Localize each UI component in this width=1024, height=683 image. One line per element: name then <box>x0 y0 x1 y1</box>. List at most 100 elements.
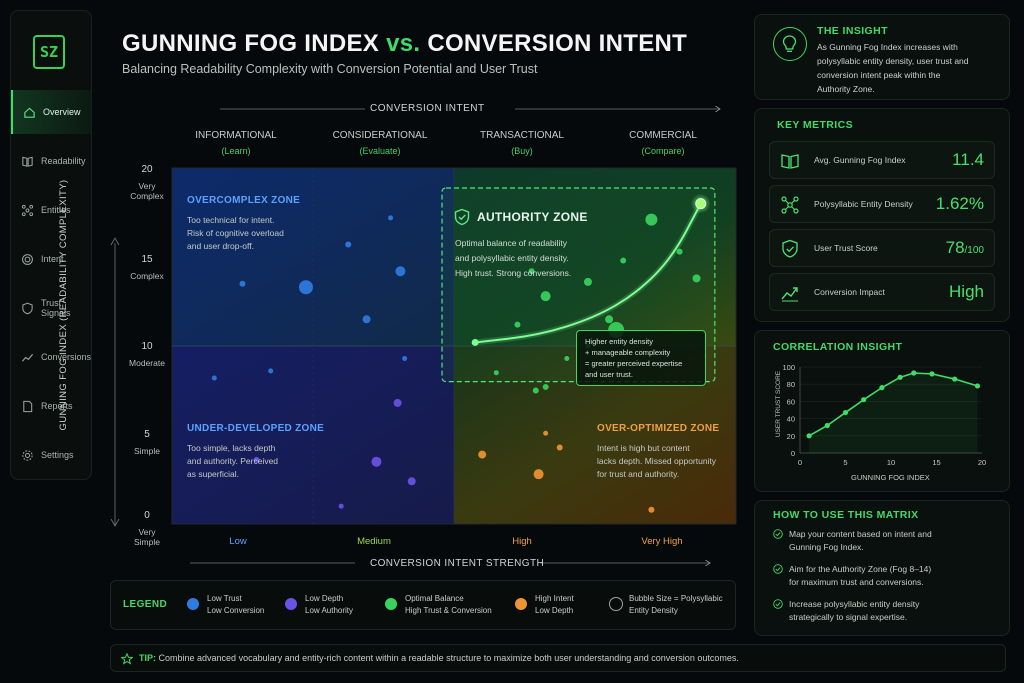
corr-x-tick: 20 <box>978 458 986 467</box>
page-subtitle: Balancing Readability Complexity with Co… <box>122 62 538 76</box>
x-top-title: CONVERSION INTENT <box>370 103 485 114</box>
intent-stage-1: CONSIDERATIONAL <box>332 130 428 141</box>
data-point-24 <box>692 274 701 283</box>
data-point-8 <box>402 355 408 361</box>
data-point-12 <box>407 477 416 486</box>
document-icon <box>23 400 33 412</box>
book-open-icon <box>781 154 799 169</box>
data-point-5 <box>395 266 406 277</box>
metrics-title: KEY METRICS <box>777 119 853 131</box>
corr-y-tick: 80 <box>787 380 795 389</box>
sidebar-item-label: Intent <box>41 254 64 264</box>
sidebar-item-settings[interactable]: Settings <box>11 433 91 477</box>
y-tick-20: 20 <box>141 164 153 175</box>
title-part2: CONVERSION INTENT <box>427 30 688 57</box>
logo: SZ <box>33 35 65 69</box>
y-axis-arrow-up <box>110 237 120 246</box>
underdeveloped-zone-title: UNDER-DEVELOPED ZONE <box>187 423 325 434</box>
howto-item-2: Increase polysyllabic entity density stra… <box>773 598 919 624</box>
underdeveloped-zone-text: Too simple, lacks depth and authority. P… <box>187 443 279 479</box>
corr-x-tick: 10 <box>887 458 895 467</box>
authority-zone-text: Optimal balance of readability and polys… <box>455 238 572 278</box>
data-point-13 <box>338 503 344 509</box>
corr-x-label: GUNNING FOG INDEX <box>851 473 930 482</box>
trend-up-icon <box>781 287 798 302</box>
data-point-25 <box>676 248 683 255</box>
sidebar-item-overview[interactable]: Overview <box>11 90 91 134</box>
sidebar-item-entities[interactable]: Entities <box>11 188 91 232</box>
metric-trust-score: User Trust Score 78/100 <box>769 229 995 267</box>
corr-point-6 <box>911 370 917 376</box>
intent-stage-sub-2: (Buy) <box>511 146 533 156</box>
corr-point-0 <box>806 433 812 439</box>
legend-item-1: Low Depth Low Authority <box>285 593 353 617</box>
legend-item-3: High Intent Low Depth <box>515 593 574 617</box>
y-tick-10: 10 <box>141 341 153 352</box>
corr-x-tick: 5 <box>843 458 847 467</box>
data-point-0 <box>239 280 246 287</box>
data-point-19 <box>542 383 549 390</box>
tip-bar: TIP: Combine advanced vocabulary and ent… <box>110 644 1006 672</box>
howto-item-0: Map your content based on intent and Gunn… <box>773 528 932 554</box>
sidebar-item-label: Readability <box>41 156 86 166</box>
legend-item-4: Bubble Size = Polysyllabic Entity Density <box>609 593 723 617</box>
title-part1: GUNNING FOG INDEX <box>122 30 380 57</box>
metric-entity-density: Polysyllabic Entity Density 1.62% <box>769 185 995 223</box>
correlation-title: CORRELATION INSIGHT <box>773 341 903 353</box>
data-point-20 <box>583 277 592 286</box>
correlation-panel: CORRELATION INSIGHT 0 20 40 60 80 100 0 5 10 15 20… <box>754 330 1010 492</box>
intent-stage-0: INFORMATIONAL <box>195 130 277 141</box>
home-icon <box>24 107 35 118</box>
howto-title: HOW TO USE THIS MATRIX <box>773 509 919 521</box>
page-title: GUNNING FOG INDEX vs. CONVERSION INTENT <box>122 30 687 58</box>
intent-stage-3: COMMERCIAL <box>629 130 697 141</box>
check-circle-icon <box>773 564 783 574</box>
y-tick-sub-5: Simple <box>134 446 160 456</box>
legend-swatch <box>187 598 199 610</box>
data-point-22 <box>620 257 627 264</box>
legend-swatch <box>285 598 297 610</box>
legend-item-2: Optimal Balance High Trust & Conversion <box>385 593 492 617</box>
data-point-10 <box>253 456 260 463</box>
data-point-18 <box>493 370 499 376</box>
sidebar-item-reports[interactable]: Reports <box>11 384 91 428</box>
data-point-29 <box>478 450 487 459</box>
corr-y-tick: 40 <box>787 415 795 424</box>
y-tick-15: 15 <box>141 254 153 265</box>
corr-point-7 <box>929 371 935 377</box>
corr-point-4 <box>879 385 885 391</box>
sidebar-item-trust-signals[interactable]: Trust Signals <box>11 286 91 330</box>
data-point-16 <box>528 268 535 275</box>
corr-y-label: USER TRUST SCORE <box>775 370 782 438</box>
y-tick-sub-10: Moderate <box>129 358 165 368</box>
gear-icon <box>22 449 33 461</box>
target-icon <box>22 253 33 265</box>
corr-y-tick: 20 <box>787 432 795 441</box>
sidebar-item-intent[interactable]: Intent <box>11 237 91 281</box>
data-point-9 <box>393 398 402 407</box>
data-point-28 <box>556 444 563 451</box>
trend-icon <box>21 353 34 362</box>
trend-start-point <box>471 338 479 346</box>
network-icon <box>781 196 799 214</box>
data-point-3 <box>362 315 371 324</box>
nodes-icon <box>21 204 34 216</box>
metrics-panel: KEY METRICS Avg. Gunning Fog Index 11.4 … <box>754 108 1010 322</box>
data-point-14 <box>540 291 551 302</box>
data-point-7 <box>268 368 274 374</box>
y-tick-sub-20: Very Complex <box>130 181 164 201</box>
data-point-1 <box>298 280 313 295</box>
data-point-21 <box>605 315 614 324</box>
sidebar-item-readability[interactable]: Readability <box>11 139 91 183</box>
corr-point-1 <box>824 422 830 429</box>
legend-swatch <box>515 598 527 610</box>
legend-swatch <box>609 597 623 611</box>
sidebar-item-conversions[interactable]: Conversions <box>11 335 91 379</box>
overcomplex-zone-text: Too technical for intent. Risk of cognit… <box>187 215 284 251</box>
insight-panel: THE INSIGHT As Gunning Fog Index increas… <box>754 14 1010 100</box>
shield-icon <box>22 302 33 314</box>
corr-y-tick: 60 <box>787 397 795 406</box>
intent-stage-sub-0: (Learn) <box>221 146 251 156</box>
book-icon <box>22 156 33 167</box>
data-point-31 <box>543 430 549 436</box>
